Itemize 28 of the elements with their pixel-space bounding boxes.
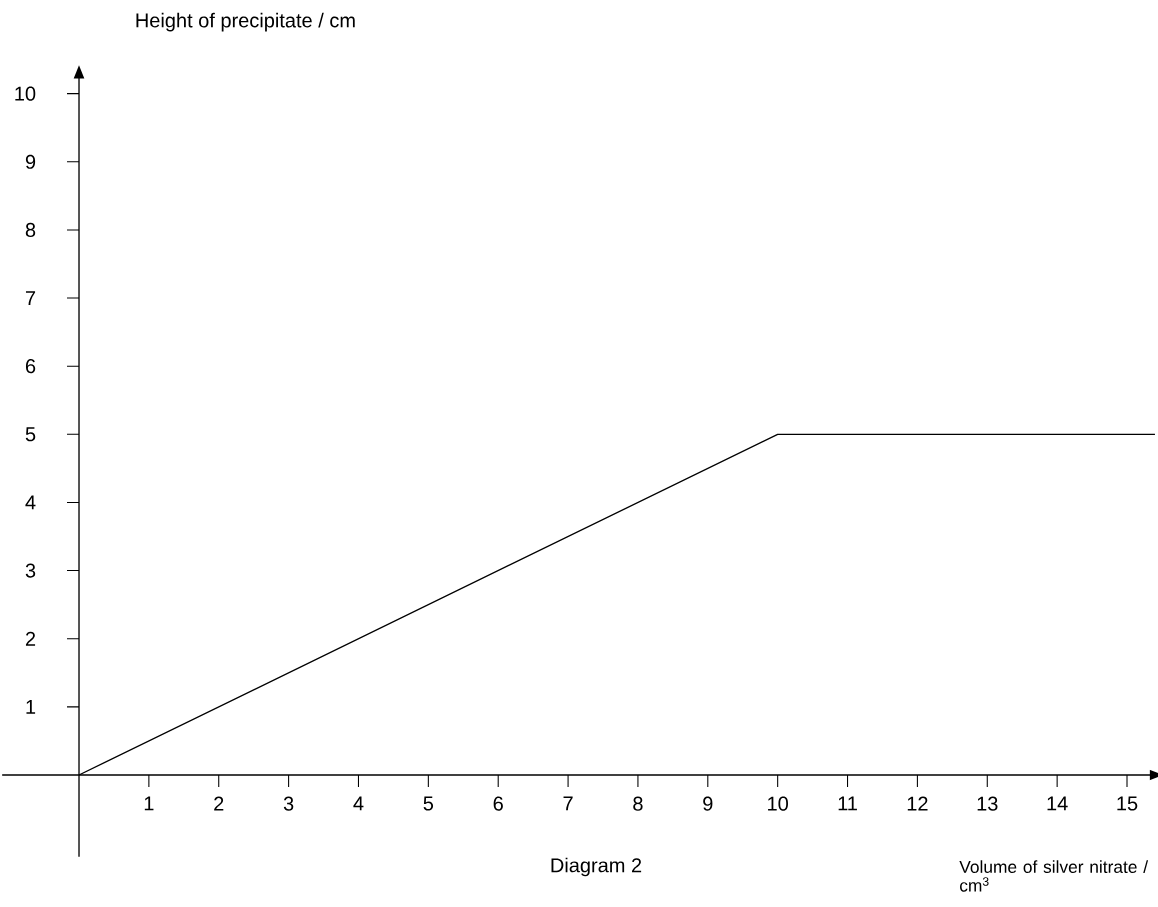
y-axis-title: Height of precipitate / cm	[136, 12, 355, 32]
y-tick-label: 6	[25, 359, 36, 374]
y-tick-label: 7	[25, 291, 36, 305]
x-tick-label: 3	[283, 796, 294, 811]
x-tick-label: 5	[423, 796, 434, 811]
x-tick-label: 8	[633, 796, 643, 811]
y-tick-label: 8	[25, 222, 36, 237]
x-tick-label: 12	[907, 796, 928, 811]
y-tick-label: 10	[15, 86, 36, 101]
y-tick-label: 5	[25, 427, 36, 442]
y-tick-label: 3	[25, 563, 36, 578]
x-tick-label: 9	[703, 796, 713, 811]
x-tick-label: 10	[768, 796, 788, 811]
x-tick-label: 14	[1047, 796, 1068, 811]
x-tick-label: 2	[214, 796, 224, 811]
x-tick-label: 11	[838, 796, 857, 811]
x-tick-label: 6	[493, 796, 503, 811]
y-tick-label: 2	[25, 631, 36, 646]
x-axis-title: Volume of silver nitrate / cm$^{3}$	[959, 860, 1149, 892]
x-tick-label: 15	[1117, 796, 1138, 811]
x-tick-label: 1	[144, 796, 154, 811]
text: Diagram 2	[551, 857, 642, 877]
x-tick-label: 7	[563, 796, 573, 811]
x-tick-label: 13	[977, 796, 998, 811]
y-tick-label: 4	[25, 495, 36, 510]
y-tick-label: 1	[26, 699, 36, 714]
y-tick-label: 9	[25, 154, 36, 169]
x-tick-label: 4	[353, 796, 364, 811]
